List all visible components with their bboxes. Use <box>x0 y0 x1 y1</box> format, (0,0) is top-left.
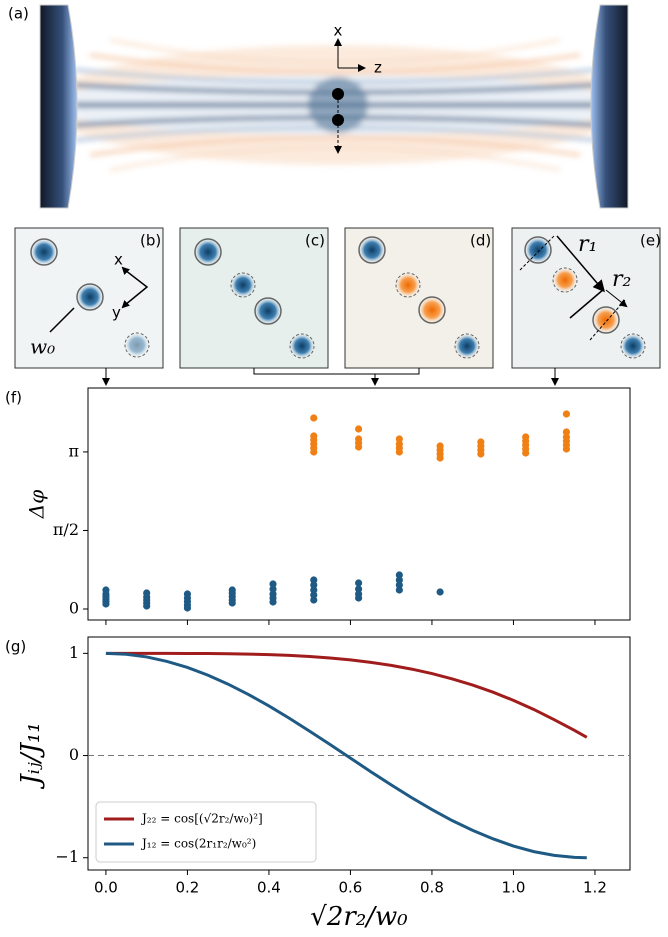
scatter-point <box>563 410 570 417</box>
x-tick-label: 1.2 <box>583 879 607 897</box>
distance-label: r₁ <box>578 232 597 257</box>
mirror-right <box>591 5 628 208</box>
scatter-point <box>310 576 317 583</box>
panel-a: (a) x z <box>8 5 628 209</box>
distance-label: r₂ <box>612 267 631 292</box>
atom <box>332 88 344 100</box>
panel-label: (b) <box>140 232 161 250</box>
panel-label: (c) <box>305 232 325 250</box>
x-tick-label: 0.8 <box>420 879 444 897</box>
scatter-point <box>229 586 236 593</box>
scatter-point <box>396 435 403 442</box>
scatter-point <box>310 414 317 421</box>
legend-label: J₁₂ = cos(2r₁r₂/w₀²) <box>140 837 256 851</box>
scatter-point <box>522 433 529 440</box>
panel-label: (g) <box>5 638 26 656</box>
x-tick-label: 1.0 <box>502 879 526 897</box>
y-tick-label: π/2 <box>53 520 79 539</box>
panel-label: (f) <box>5 389 22 407</box>
y-tick-label: π <box>68 441 79 460</box>
connectors <box>106 368 555 384</box>
y-axis-label: Δφ <box>25 490 49 519</box>
field-pattern <box>45 40 625 170</box>
x-axis-label: √2r₂/w₀ <box>310 902 408 932</box>
y-tick-label: −1 <box>55 847 79 866</box>
y-tick-label: 1 <box>69 643 79 662</box>
scatter-point <box>184 590 191 597</box>
panel-c: (c) <box>180 228 328 368</box>
waist-label: w₀ <box>30 335 55 359</box>
axis-label: z <box>374 59 382 77</box>
y-axis-label: Jᵢⱼ/J₁₁ <box>16 722 46 790</box>
scatter-point <box>355 579 362 586</box>
scatter-point <box>396 571 403 578</box>
panel-label: (d) <box>470 232 491 250</box>
scatter-point <box>436 588 443 595</box>
axis-label: y <box>112 304 121 322</box>
figure: (a) x z (b) x y w₀ (c) (d) <box>0 0 668 937</box>
panel-b: (b) x y w₀ <box>15 228 163 368</box>
panel-label: (e) <box>640 232 661 250</box>
panel-e: (e) r₁ r₂ <box>512 228 661 368</box>
axis-label: x <box>114 251 123 269</box>
axis-label: x <box>334 22 343 40</box>
scatter-point <box>355 425 362 432</box>
x-tick-label: 0.4 <box>257 879 281 897</box>
x-tick-label: 0.6 <box>339 879 363 897</box>
scatter-point <box>102 586 109 593</box>
legend-label: J₂₂ = cos[(√2r₂/w₀)²] <box>140 812 263 826</box>
scatter-point <box>310 432 317 439</box>
y-tick-label: 0 <box>69 745 79 764</box>
x-tick-label: 0.2 <box>176 879 200 897</box>
y-tick-label: 0 <box>69 599 79 618</box>
panel-label: (a) <box>8 5 29 23</box>
scatter-point <box>143 589 150 596</box>
scatter-point <box>477 438 484 445</box>
panel-d: (d) <box>345 228 493 368</box>
scatter-point <box>269 580 276 587</box>
scatter-point <box>355 435 362 442</box>
mirror-left <box>40 5 77 208</box>
scatter-point <box>436 442 443 449</box>
x-tick-label: 0.0 <box>94 879 118 897</box>
scatter-point <box>563 428 570 435</box>
page: (a) x z (b) x y w₀ (c) (d) <box>0 0 668 937</box>
